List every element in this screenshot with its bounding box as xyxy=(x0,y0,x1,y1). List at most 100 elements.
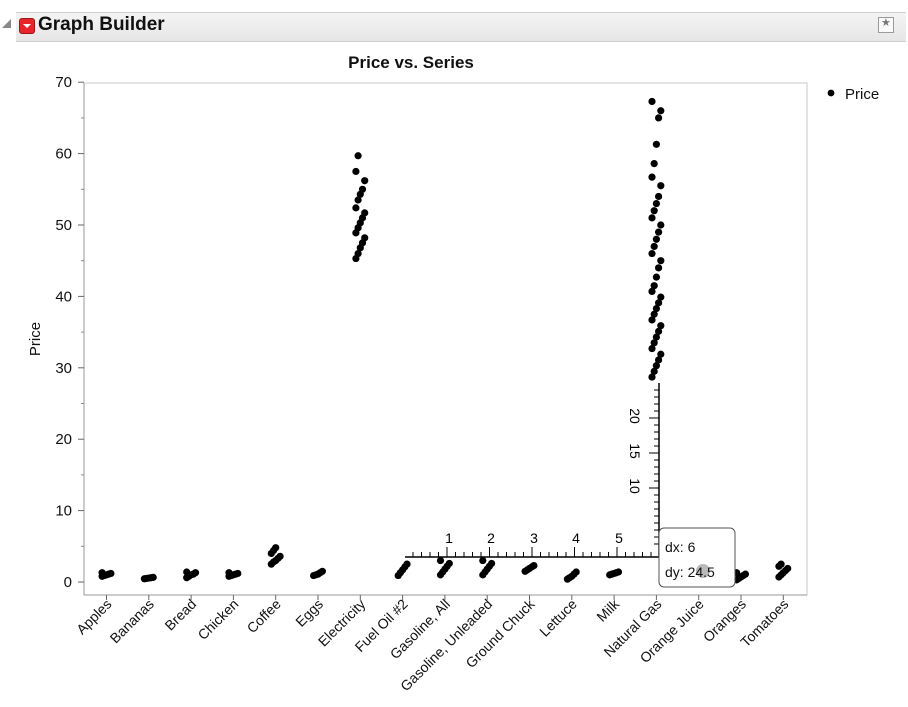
data-point[interactable] xyxy=(655,299,663,307)
plot-frame xyxy=(83,82,808,596)
red-triangle-menu-icon[interactable] xyxy=(19,18,35,34)
data-point[interactable] xyxy=(572,568,580,576)
y-axis-label: Price xyxy=(27,322,44,356)
data-point[interactable] xyxy=(652,235,661,243)
data-point[interactable] xyxy=(648,249,656,258)
data-point[interactable] xyxy=(652,333,661,341)
collapse-disclosure-icon[interactable] xyxy=(2,19,11,28)
data-point[interactable] xyxy=(652,140,661,148)
data-point[interactable] xyxy=(149,573,157,581)
data-point[interactable] xyxy=(648,214,656,222)
data-point[interactable] xyxy=(479,556,487,565)
data-point[interactable] xyxy=(650,242,658,251)
crosshair-h-tick-5: 5 xyxy=(615,530,623,546)
x-tick-label: Bananas xyxy=(107,596,157,646)
y-tick-label: 20 xyxy=(55,431,72,448)
data-point[interactable] xyxy=(650,207,658,215)
y-tick-label: 70 xyxy=(55,74,72,91)
data-point[interactable] xyxy=(652,199,661,208)
data-point[interactable] xyxy=(403,560,411,568)
restore-window-icon[interactable] xyxy=(878,16,894,33)
crosshair-v-tick-10: 10 xyxy=(627,478,643,494)
y-tick-label: 50 xyxy=(55,217,72,234)
data-point[interactable] xyxy=(352,167,360,176)
data-point[interactable] xyxy=(354,196,362,204)
data-point[interactable] xyxy=(191,569,200,577)
data-point[interactable] xyxy=(657,293,665,301)
data-point[interactable] xyxy=(361,234,369,242)
measure-drag-handle[interactable] xyxy=(696,564,710,578)
crosshair-h-minor-ticks xyxy=(412,547,652,557)
x-tick-label: Eggs xyxy=(292,596,326,630)
data-point[interactable] xyxy=(648,316,656,324)
y-tick-label: 0 xyxy=(64,574,72,591)
data-point[interactable] xyxy=(650,339,658,347)
x-tick-label: Apples xyxy=(73,596,115,638)
data-point[interactable] xyxy=(272,544,280,552)
crosshair-h-tick-1: 1 xyxy=(445,530,453,546)
measure-dy-readout: dy: 24.5 xyxy=(665,564,715,580)
data-point[interactable] xyxy=(657,350,665,358)
data-point[interactable] xyxy=(234,569,242,578)
data-point[interactable] xyxy=(657,322,665,330)
crosshair-h-tick-4: 4 xyxy=(572,530,580,546)
data-point[interactable] xyxy=(445,559,453,568)
data-point[interactable] xyxy=(648,287,656,296)
data-point[interactable] xyxy=(354,249,362,258)
data-point[interactable] xyxy=(655,228,663,236)
data-point[interactable] xyxy=(488,559,496,568)
data-point[interactable] xyxy=(657,257,665,265)
data-point[interactable] xyxy=(784,564,792,573)
data-point[interactable] xyxy=(225,569,233,577)
y-tick-label: 30 xyxy=(55,360,72,377)
crosshair-h-tick-3: 3 xyxy=(530,530,538,546)
data-point[interactable] xyxy=(98,569,106,577)
x-tick-label: Bread xyxy=(161,596,199,634)
data-point[interactable] xyxy=(741,570,750,578)
data-point[interactable] xyxy=(655,356,663,364)
window-title: Graph Builder xyxy=(38,14,165,35)
crosshair-v-minor-ticks xyxy=(649,389,659,545)
data-point[interactable] xyxy=(648,373,656,381)
data-point[interactable] xyxy=(777,560,785,568)
data-point[interactable] xyxy=(650,367,658,375)
data-point[interactable] xyxy=(648,97,656,106)
measure-crosshair-tool[interactable]: 1 2 3 4 5 10 15 20 dx: 6 dy: 24.5 xyxy=(405,383,736,588)
data-point[interactable] xyxy=(183,568,191,576)
crosshair-v-tick-15: 15 xyxy=(627,443,643,459)
data-point[interactable] xyxy=(318,567,326,575)
data-point[interactable] xyxy=(655,114,663,122)
x-tick-label: Chicken xyxy=(194,596,241,643)
data-point[interactable] xyxy=(648,344,656,353)
data-point[interactable] xyxy=(358,185,367,193)
data-point[interactable] xyxy=(361,209,369,217)
y-tick-label: 10 xyxy=(55,503,72,520)
data-point[interactable] xyxy=(436,556,445,565)
data-point[interactable] xyxy=(655,327,663,335)
graph-builder-titlebar: Graph Builder xyxy=(0,0,908,42)
data-point[interactable] xyxy=(648,173,656,181)
data-point[interactable] xyxy=(650,310,658,318)
data-point[interactable] xyxy=(650,282,658,290)
data-point[interactable] xyxy=(655,192,663,201)
data-point[interactable] xyxy=(650,159,658,168)
data-point[interactable] xyxy=(652,273,661,281)
data-point[interactable] xyxy=(352,204,360,212)
data-points[interactable] xyxy=(98,97,792,584)
data-point[interactable] xyxy=(354,152,362,160)
data-point[interactable] xyxy=(530,561,538,570)
data-point[interactable] xyxy=(614,568,623,576)
data-point[interactable] xyxy=(652,304,661,313)
data-point[interactable] xyxy=(657,182,665,190)
title-bar-background xyxy=(16,12,906,42)
data-point[interactable] xyxy=(276,552,284,560)
data-point[interactable] xyxy=(652,362,661,370)
chart-title: Price vs. Series xyxy=(348,53,474,72)
x-tick-label: Coffee xyxy=(244,596,284,636)
data-point[interactable] xyxy=(655,264,663,272)
data-point[interactable] xyxy=(657,107,665,115)
data-point[interactable] xyxy=(657,221,665,229)
data-point[interactable] xyxy=(107,569,115,578)
data-point[interactable] xyxy=(361,177,369,185)
